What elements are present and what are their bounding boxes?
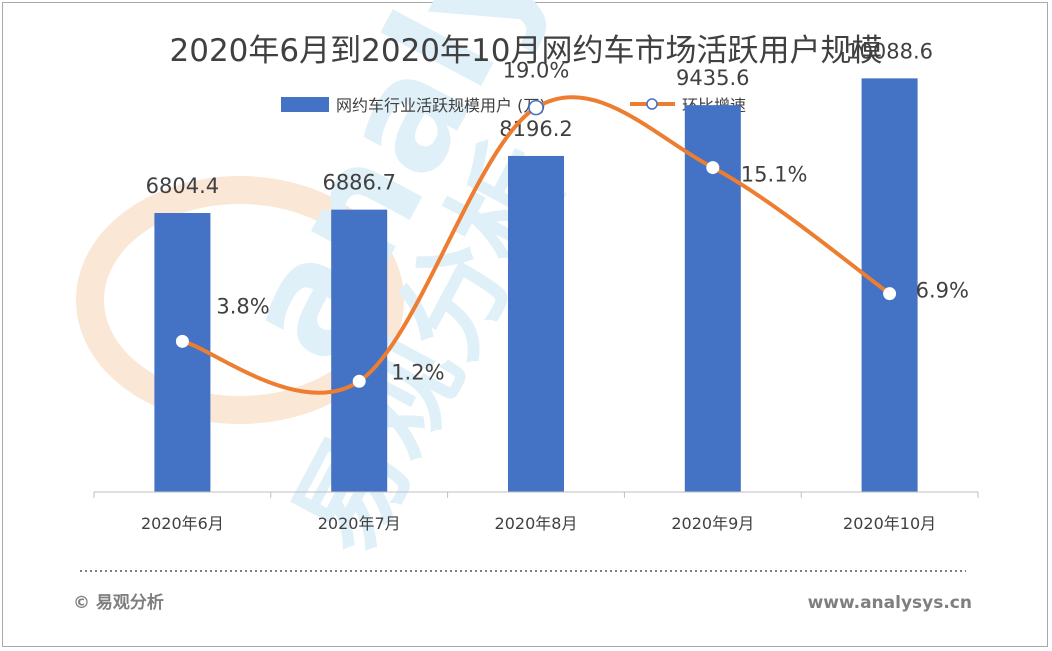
bar-value-label: 9435.6	[676, 66, 749, 90]
footer-url: www.analysys.cn	[808, 593, 972, 613]
growth-line	[180, 95, 892, 395]
watermark-logo-ring	[76, 176, 404, 424]
bar-value-label: 6886.7	[322, 171, 395, 195]
x-tick-label: 2020年10月	[843, 514, 936, 533]
bar-series	[154, 78, 918, 493]
x-tick-label: 2020年7月	[318, 514, 401, 533]
bar-1	[154, 213, 211, 493]
chart-title: 2020年6月到2020年10月网约车市场活跃用户规模	[170, 33, 883, 69]
x-axis-ticks: 2020年6月 2020年7月 2020年8月 2020年9月 2020年10月	[93, 492, 979, 533]
bar-value-label: 10088.6	[846, 39, 933, 63]
line-point-2	[352, 374, 366, 388]
legend-line-marker	[646, 98, 658, 110]
x-tick-label: 2020年8月	[495, 514, 578, 533]
line-series	[175, 95, 897, 395]
line-point-3	[528, 99, 544, 116]
x-tick-label: 2020年6月	[141, 514, 224, 533]
line-value-label: 15.1%	[741, 163, 808, 187]
bar-3	[508, 155, 564, 492]
footer-copyright: © 易观分析	[73, 592, 164, 613]
line-point-1	[175, 334, 189, 348]
line-value-label: 6.9%	[916, 279, 969, 303]
line-data-labels: 3.8% 1.2% 19.0% 15.1% 6.9%	[216, 59, 969, 385]
x-tick-label: 2020年9月	[671, 514, 754, 533]
line-point-5	[883, 287, 897, 301]
line-value-label: 3.8%	[216, 294, 269, 318]
legend-bar-label: 网约车行业活跃规模用户 (万)	[336, 96, 546, 115]
bar-value-label: 6804.4	[146, 174, 219, 198]
line-value-label: 19.0%	[503, 59, 570, 83]
legend: 网约车行业活跃规模用户 (万) 环比增速	[281, 96, 746, 115]
line-point-4	[706, 161, 720, 175]
bar-value-label: 8196.2	[499, 117, 572, 141]
legend-bar-swatch	[281, 97, 329, 112]
bar-2	[331, 209, 388, 492]
bar-5	[861, 78, 918, 492]
line-value-label: 1.2%	[391, 360, 444, 384]
